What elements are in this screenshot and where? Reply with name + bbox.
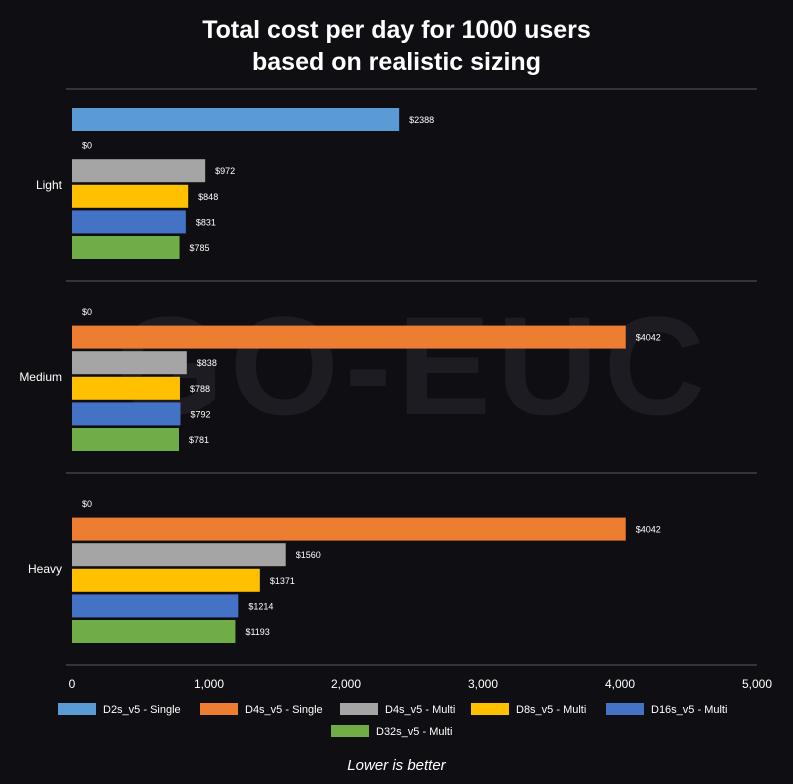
- bar-heavy-d4s-v5-multi: [72, 543, 286, 567]
- legend-label: D4s_v5 - Single: [245, 704, 323, 716]
- data-label-heavy-d32s-v5-multi: $1193: [245, 627, 269, 637]
- x-tick-label: 3,000: [468, 677, 498, 691]
- data-label-light-d32s-v5-multi: $785: [190, 243, 210, 253]
- watermark-logo: GO-EUC: [115, 287, 711, 444]
- bar-light-d16s-v5-multi: [72, 210, 186, 234]
- chart-title-line-2: based on realistic sizing: [252, 48, 541, 76]
- legend-label: D8s_v5 - Multi: [516, 704, 586, 716]
- data-label-heavy-d8s-v5-multi: $1371: [270, 576, 295, 586]
- legend-item-d4s-v5-single: D4s_v5 - Single: [200, 703, 323, 716]
- bar-medium-d4s-v5-multi: [72, 351, 187, 375]
- chart-grid: [66, 88, 757, 666]
- category-label-medium: Medium: [19, 370, 62, 384]
- legend-item-d4s-v5-multi: D4s_v5 - Multi: [340, 703, 455, 716]
- data-label-medium-d16s-v5-multi: $792: [191, 409, 211, 419]
- x-tick-label: 4,000: [605, 677, 635, 691]
- legend-item-d16s-v5-multi: D16s_v5 - Multi: [606, 703, 727, 716]
- x-tick-label: 0: [69, 677, 76, 691]
- x-tick-label: 1,000: [194, 677, 224, 691]
- data-label-heavy-d2s-v5-single: $0: [82, 499, 92, 509]
- data-label-heavy-d4s-v5-multi: $1560: [296, 550, 321, 560]
- data-label-light-d4s-v5-multi: $972: [215, 166, 235, 176]
- data-label-heavy-d16s-v5-multi: $1214: [248, 601, 273, 611]
- data-label-medium-d4s-v5-single: $4042: [636, 333, 661, 343]
- data-label-light-d8s-v5-multi: $848: [198, 192, 218, 202]
- legend-item-d2s-v5-single: D2s_v5 - Single: [58, 703, 181, 716]
- legend-label: D2s_v5 - Single: [103, 704, 181, 716]
- bar-light-d4s-v5-multi: [72, 159, 206, 183]
- bar-heavy-d4s-v5-single: [72, 517, 626, 541]
- bar-heavy-d8s-v5-multi: [72, 568, 260, 592]
- bar-medium-d32s-v5-multi: [72, 428, 179, 451]
- legend-swatch: [340, 703, 378, 715]
- bar-heavy-d16s-v5-multi: [72, 594, 239, 618]
- bar-heavy-d32s-v5-multi: [72, 620, 236, 643]
- data-label-medium-d4s-v5-multi: $838: [197, 358, 217, 368]
- legend-label: D4s_v5 - Multi: [385, 704, 455, 716]
- data-label-light-d4s-v5-single: $0: [82, 141, 92, 151]
- category-label-heavy: Heavy: [28, 562, 62, 576]
- bars: [72, 108, 626, 643]
- data-label-medium-d2s-v5-single: $0: [82, 307, 92, 317]
- data-labels: $2388 $0 $972 $848 $831 $785 $0 $4042 $838 $788 $7…: [82, 115, 661, 637]
- bar-medium-d4s-v5-single: [72, 325, 626, 349]
- category-label-light: Light: [36, 178, 63, 192]
- legend-label: D16s_v5 - Multi: [651, 704, 727, 716]
- data-label-light-d2s-v5-single: $2388: [409, 115, 434, 125]
- watermark-text: GO-EUC: [115, 287, 711, 444]
- chart-title: Total cost per day for 1000 users based …: [0, 14, 793, 78]
- data-label-light-d16s-v5-multi: $831: [196, 217, 216, 227]
- data-label-medium-d8s-v5-multi: $788: [190, 384, 210, 394]
- x-tick-label: 5,000: [742, 677, 772, 691]
- legend-swatch: [606, 703, 644, 715]
- bar-medium-d16s-v5-multi: [72, 402, 181, 426]
- legend-item-d32s-v5-multi: D32s_v5 - Multi: [331, 725, 452, 738]
- data-label-medium-d32s-v5-multi: $781: [189, 435, 209, 445]
- legend-swatch: [471, 703, 509, 715]
- bar-light-d2s-v5-single: [72, 108, 400, 131]
- x-axis: 0 1,000 2,000 3,000 4,000 5,000: [69, 677, 773, 691]
- bar-light-d8s-v5-multi: [72, 184, 189, 208]
- legend-item-d8s-v5-multi: D8s_v5 - Multi: [471, 703, 586, 716]
- bar-light-d32s-v5-multi: [72, 236, 180, 259]
- x-tick-label: 2,000: [331, 677, 361, 691]
- bar-medium-d8s-v5-multi: [72, 376, 180, 400]
- legend-label: D32s_v5 - Multi: [376, 726, 452, 738]
- category-labels: Light Medium Heavy: [19, 178, 62, 576]
- legend-swatch: [200, 703, 238, 715]
- legend-swatch: [58, 703, 96, 715]
- footnote: Lower is better: [347, 757, 446, 774]
- data-label-heavy-d4s-v5-single: $4042: [636, 525, 661, 535]
- legend: D2s_v5 - Single D4s_v5 - Single D4s_v5 - M…: [58, 703, 727, 738]
- legend-swatch: [331, 725, 369, 737]
- chart-title-line-1: Total cost per day for 1000 users: [202, 16, 591, 44]
